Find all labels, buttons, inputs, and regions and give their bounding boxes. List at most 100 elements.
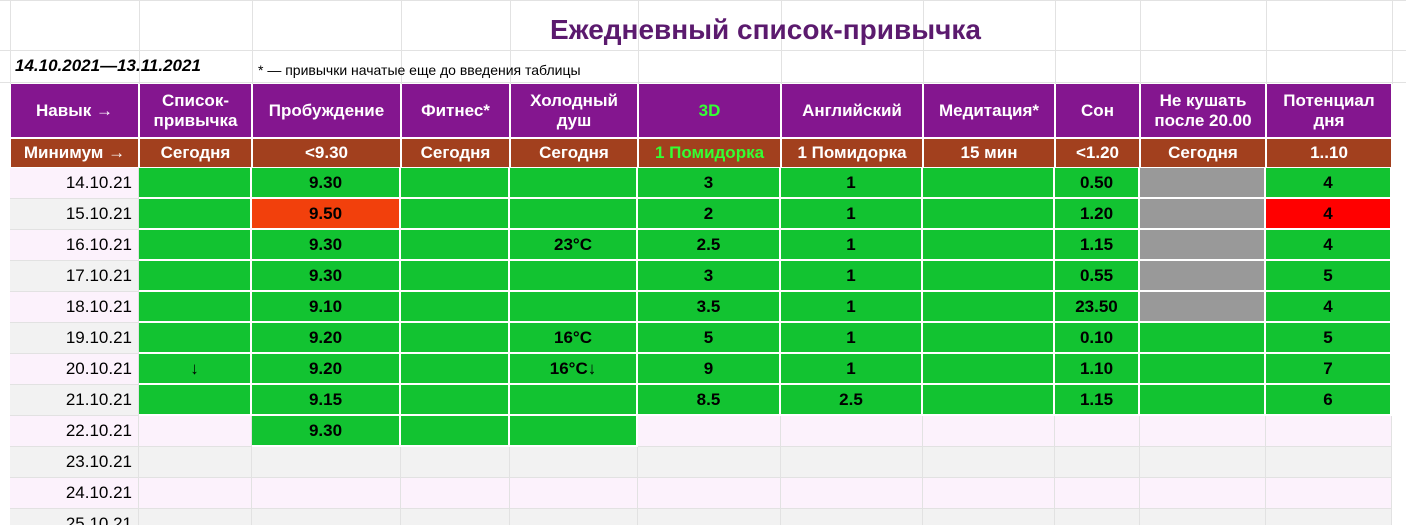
data-cell: [401, 385, 510, 416]
date-cell: 14.10.21: [10, 168, 139, 199]
data-cell: [401, 230, 510, 261]
data-cell: [1266, 416, 1392, 447]
data-cell: 1: [781, 323, 923, 354]
data-cell: [923, 230, 1055, 261]
data-cell: 5: [638, 323, 781, 354]
grid-line: [0, 50, 1406, 51]
data-cell: 9.10: [252, 292, 401, 323]
header-cell: Английский: [782, 84, 922, 137]
minimum-cell: <9.30: [253, 139, 400, 167]
data-cell: [401, 447, 510, 478]
data-cell: [1140, 354, 1266, 385]
date-range: 14.10.2021—13.11.2021: [15, 56, 201, 75]
data-cell: [139, 261, 252, 292]
data-cell: [1140, 199, 1266, 230]
minimum-cell: Сегодня: [511, 139, 637, 167]
header-cell: Не кушать после 20.00: [1141, 84, 1265, 137]
data-cell: [923, 385, 1055, 416]
data-cell: [401, 354, 510, 385]
data-cell: [1140, 261, 1266, 292]
data-cell: 1: [781, 354, 923, 385]
data-cell: [139, 230, 252, 261]
data-cell: 1.20: [1055, 199, 1140, 230]
data-cell: [139, 385, 252, 416]
data-cell: 1.15: [1055, 230, 1140, 261]
note: * — привычки начатые еще до введения таб…: [258, 62, 581, 78]
minimum-cell: <1.20: [1056, 139, 1139, 167]
data-cell: 0.50: [1055, 168, 1140, 199]
minimum-cell: 15 мин: [924, 139, 1054, 167]
data-cell: [923, 168, 1055, 199]
date-cell: 22.10.21: [10, 416, 139, 447]
data-cell: [139, 509, 252, 525]
data-cell: [923, 323, 1055, 354]
data-cell: [401, 199, 510, 230]
data-cell: [510, 168, 638, 199]
data-cell: 9.30: [252, 416, 401, 447]
data-cell: 2.5: [638, 230, 781, 261]
date-cell: 17.10.21: [10, 261, 139, 292]
data-cell: [638, 447, 781, 478]
data-cell: [1266, 478, 1392, 509]
data-cell: [510, 447, 638, 478]
data-cell: ↓: [139, 354, 252, 385]
data-cell: [252, 478, 401, 509]
data-cell: [1055, 416, 1140, 447]
data-cell: 4: [1266, 292, 1392, 323]
data-cell: 1: [781, 199, 923, 230]
data-cell: 2.5: [781, 385, 923, 416]
data-cell: [1140, 168, 1266, 199]
data-cell: 8.5: [638, 385, 781, 416]
data-cell: 3: [638, 261, 781, 292]
grid-line: [1266, 0, 1267, 84]
header-cell: Список- привычка: [140, 84, 251, 137]
data-cell: [510, 416, 638, 447]
header-cell: Медитация*: [924, 84, 1054, 137]
data-cell: [510, 385, 638, 416]
data-cell: [510, 509, 638, 525]
data-cell: [401, 292, 510, 323]
data-cell: [139, 292, 252, 323]
data-cell: [401, 323, 510, 354]
grid-line: [401, 0, 402, 84]
data-cell: [401, 478, 510, 509]
data-cell: 4: [1266, 199, 1392, 230]
data-cell: 1: [781, 230, 923, 261]
date-cell: 20.10.21: [10, 354, 139, 385]
data-cell: [923, 261, 1055, 292]
data-cell: 9.30: [252, 230, 401, 261]
minimum-cell: Сегодня: [402, 139, 509, 167]
data-cell: [781, 478, 923, 509]
header-cell: 3D: [639, 84, 780, 137]
data-cell: [1140, 323, 1266, 354]
data-cell: [252, 447, 401, 478]
data-cell: 9.15: [252, 385, 401, 416]
data-cell: [1055, 509, 1140, 525]
data-cell: 9: [638, 354, 781, 385]
date-cell: 15.10.21: [10, 199, 139, 230]
data-cell: [401, 509, 510, 525]
data-cell: 0.10: [1055, 323, 1140, 354]
data-cell: [510, 199, 638, 230]
data-cell: 1.10: [1055, 354, 1140, 385]
grid-line: [0, 0, 1406, 1]
data-cell: 6: [1266, 385, 1392, 416]
date-cell: 16.10.21: [10, 230, 139, 261]
data-cell: [1140, 416, 1266, 447]
header-cell: Пробуждение: [253, 84, 400, 137]
data-cell: 4: [1266, 168, 1392, 199]
data-cell: 9.50: [252, 199, 401, 230]
minimum-cell: Сегодня: [1141, 139, 1265, 167]
data-cell: [923, 199, 1055, 230]
data-cell: [1055, 478, 1140, 509]
grid-line: [0, 82, 1406, 83]
data-cell: 5: [1266, 323, 1392, 354]
data-cell: [252, 509, 401, 525]
data-cell: 16°C↓: [510, 354, 638, 385]
header-cell: Потенциал дня: [1267, 84, 1391, 137]
date-cell: 24.10.21: [10, 478, 139, 509]
grid-line: [252, 0, 253, 84]
data-cell: 2: [638, 199, 781, 230]
data-cell: [401, 416, 510, 447]
data-cell: 4: [1266, 230, 1392, 261]
